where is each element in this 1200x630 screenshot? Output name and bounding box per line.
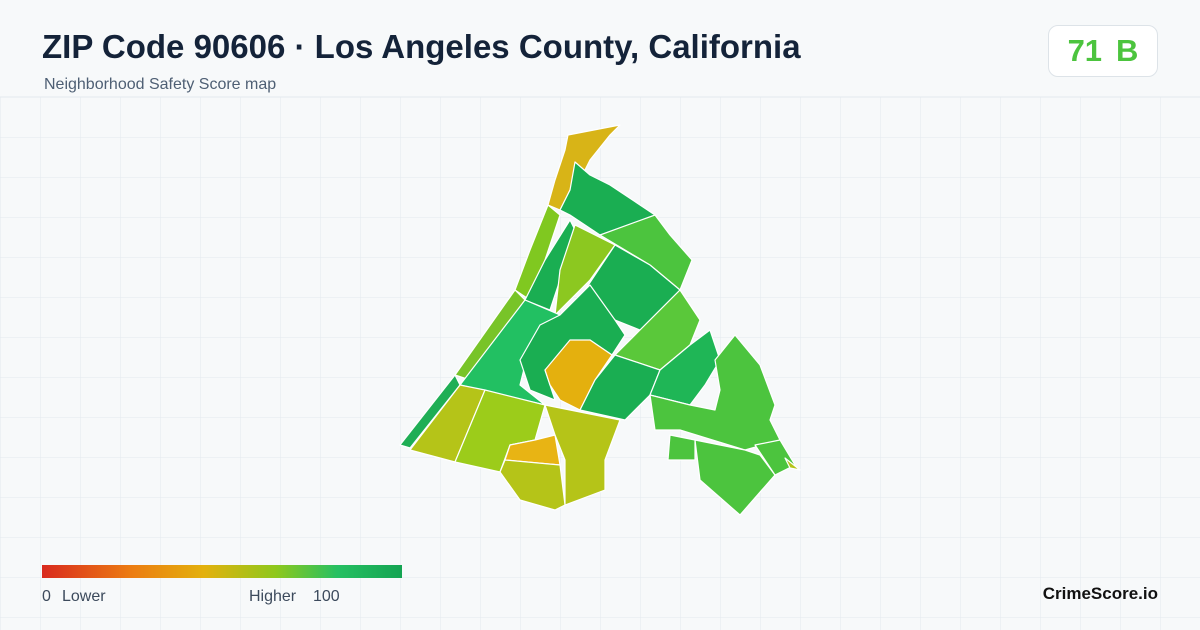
title: ZIP Code 90606 · Los Angeles County, Cal… — [42, 28, 801, 65]
area — [754, 439, 796, 476]
brand: CrimeScore.io — [1042, 584, 1158, 603]
area — [499, 459, 566, 511]
area — [784, 457, 801, 471]
legend-min-label: Lower — [62, 588, 106, 605]
score-badge: 71 B — [1048, 25, 1158, 77]
subtitle: Neighborhood Safety Score map — [44, 76, 277, 93]
legend-max-label: Higher — [249, 588, 297, 605]
area — [554, 224, 616, 316]
area — [544, 404, 621, 506]
legend-max: 100 — [313, 588, 340, 605]
area — [649, 334, 781, 451]
score-value: 71 — [1067, 33, 1103, 68]
score-grade: B — [1116, 33, 1139, 68]
legend-min: 0 — [42, 588, 51, 605]
area — [667, 434, 696, 461]
area — [399, 374, 461, 449]
legend-gradient — [42, 565, 402, 578]
zip-area — [399, 124, 801, 516]
